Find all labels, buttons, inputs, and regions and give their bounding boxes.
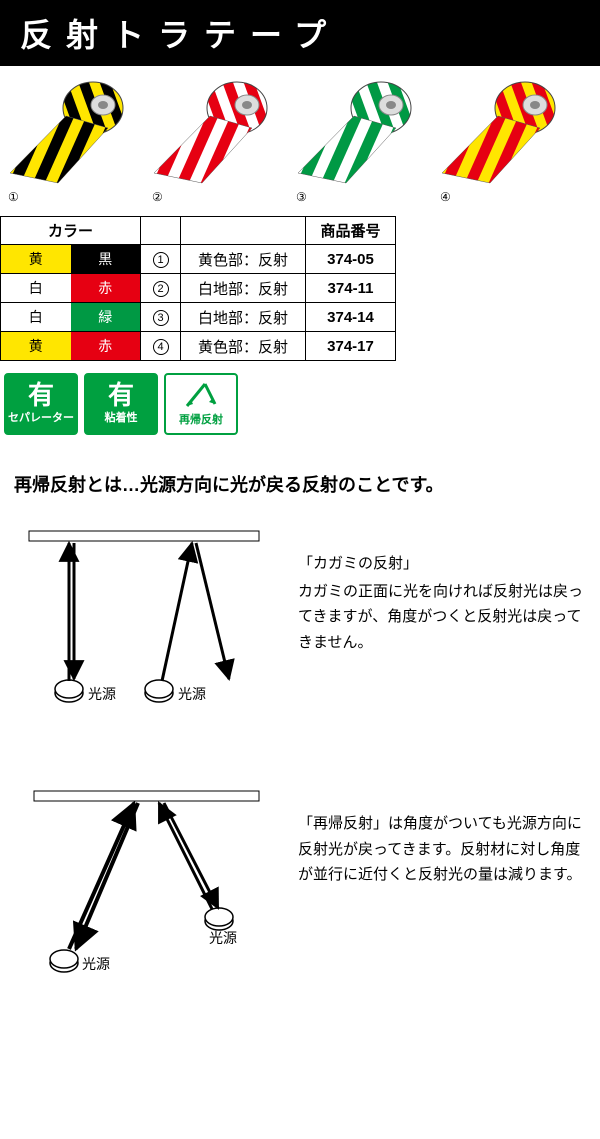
badge-bottom: 再帰反射 <box>179 414 223 427</box>
color-half: 赤 <box>71 332 141 360</box>
num-cell: 2 <box>141 274 181 303</box>
light-source-label: 光源 <box>88 686 116 702</box>
color-half: 黄 <box>1 332 71 360</box>
color-cell: 白 赤 <box>1 274 141 303</box>
light-source-label: 光源 <box>82 956 110 972</box>
color-cell: 黄 赤 <box>1 332 141 361</box>
tape-item: ① <box>8 78 128 204</box>
mirror-body: カガミの正面に光を向ければ反射光は戻ってきますが、角度がつくと反射光は戻ってきま… <box>298 583 583 651</box>
tape-gallery: ① ② <box>0 66 600 212</box>
color-half: 白 <box>1 303 71 331</box>
tape-item: ② <box>152 78 272 204</box>
badge-top: 有 <box>28 382 54 408</box>
badges-row: 有セパレーター有粘着性 再帰反射 <box>0 373 600 435</box>
code-cell: 374-14 <box>306 303 396 332</box>
page-title: 反射トラテープ <box>0 0 600 66</box>
tape-icon <box>296 78 416 188</box>
desc-cell: 黄色部：反射 <box>181 245 306 274</box>
retro-body: 「再帰反射」は角度がついても光源方向に反射光が戻ってきます。反射材に対し角度が並… <box>298 815 582 883</box>
num-cell: 3 <box>141 303 181 332</box>
color-cell: 黄 黒 <box>1 245 141 274</box>
feature-badge: 有セパレーター <box>4 373 78 435</box>
retro-text: 「再帰反射」は角度がついても光源方向に反射光が戻ってきます。反射材に対し角度が並… <box>298 781 586 888</box>
tape-item: ④ <box>440 78 560 204</box>
tape-item: ③ <box>296 78 416 204</box>
code-cell: 374-11 <box>306 274 396 303</box>
tape-number: ② <box>152 190 163 204</box>
retro-section: 再帰反射とは…光源方向に光が戻る反射のことです。 光源 光源 「カガミの反射」 <box>0 471 600 1061</box>
retro-heading: 再帰反射とは…光源方向に光が戻る反射のことです。 <box>14 471 586 497</box>
th-desc <box>181 217 306 245</box>
light-source-label: 光源 <box>178 686 206 702</box>
color-half: 白 <box>1 274 71 302</box>
badge-bottom: セパレーター <box>8 412 74 425</box>
retroreflect-icon <box>183 380 219 410</box>
mirror-diagram-block: 光源 光源 「カガミの反射」 カガミの正面に光を向ければ反射光は戻ってきますが、… <box>14 521 586 721</box>
code-cell: 374-17 <box>306 332 396 361</box>
tape-icon <box>8 78 128 188</box>
color-half: 黒 <box>71 245 141 273</box>
tape-number: ③ <box>296 190 307 204</box>
tape-number: ① <box>8 190 19 204</box>
badge-top: 有 <box>108 382 134 408</box>
light-source-label: 光源 <box>209 930 237 946</box>
spec-table: カラー 商品番号 黄 黒 1 黄色部：反射 374-05 白 赤 2 白地部：反… <box>0 216 396 361</box>
retro-diagram: 光源 光源 <box>14 781 274 981</box>
desc-cell: 白地部：反射 <box>181 274 306 303</box>
retro-diagram-block: 光源 光源 「再帰反射」は角度がついても光源方向に反射光が戻ってきます。反射材に… <box>14 781 586 981</box>
badge-bottom: 粘着性 <box>105 412 138 425</box>
num-cell: 4 <box>141 332 181 361</box>
color-half: 赤 <box>71 274 141 302</box>
th-code: 商品番号 <box>306 217 396 245</box>
color-cell: 白 緑 <box>1 303 141 332</box>
table-row: 黄 赤 4 黄色部：反射 374-17 <box>1 332 396 361</box>
mirror-text: 「カガミの反射」 カガミの正面に光を向ければ反射光は戻ってきますが、角度がつくと… <box>298 521 586 655</box>
table-row: 白 緑 3 白地部：反射 374-14 <box>1 303 396 332</box>
table-row: 白 赤 2 白地部：反射 374-11 <box>1 274 396 303</box>
desc-cell: 白地部：反射 <box>181 303 306 332</box>
color-half: 黄 <box>1 245 71 273</box>
tape-icon <box>152 78 272 188</box>
color-half: 緑 <box>71 303 141 331</box>
num-cell: 1 <box>141 245 181 274</box>
desc-cell: 黄色部：反射 <box>181 332 306 361</box>
feature-badge: 再帰反射 <box>164 373 238 435</box>
mirror-title: 「カガミの反射」 <box>298 551 586 577</box>
tape-icon <box>440 78 560 188</box>
tape-number: ④ <box>440 190 451 204</box>
feature-badge: 有粘着性 <box>84 373 158 435</box>
mirror-diagram: 光源 光源 <box>14 521 274 721</box>
th-num <box>141 217 181 245</box>
th-color: カラー <box>1 217 141 245</box>
table-row: 黄 黒 1 黄色部：反射 374-05 <box>1 245 396 274</box>
code-cell: 374-05 <box>306 245 396 274</box>
